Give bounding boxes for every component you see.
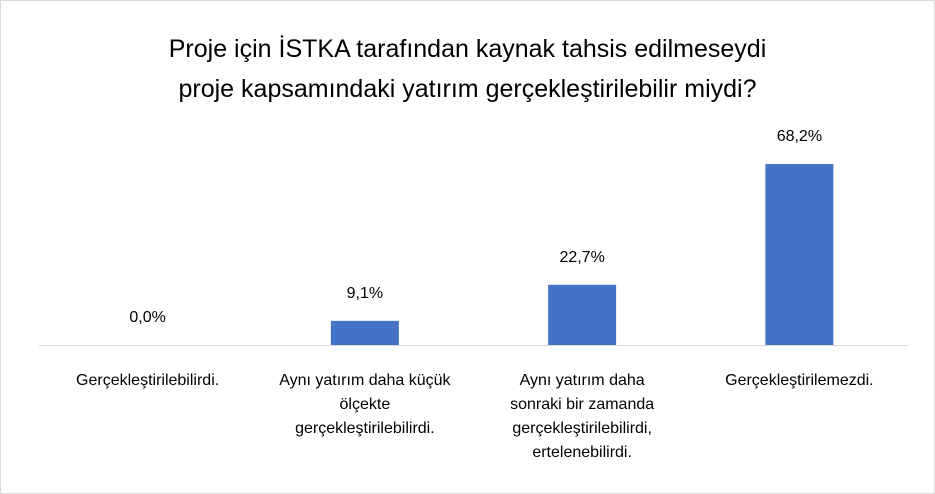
value-label: 9,1% [346, 284, 384, 302]
bar [765, 163, 834, 345]
x-tick-label: Aynı yatırım daha küçük ölçekte gerçekle… [279, 372, 451, 437]
x-tick-label: Gerçekleştirilebilirdi. [76, 372, 220, 389]
x-tick-label: Aynı yatırım daha sonraki bir zamanda ge… [510, 372, 655, 461]
chart-title: Proje için İSTKA tarafından kaynak tahsi… [168, 35, 767, 63]
bar [330, 320, 399, 345]
chart-title: proje kapsamındaki yatırım gerçekleştiri… [178, 75, 757, 103]
value-label: 22,7% [559, 248, 605, 266]
value-label: 0,0% [129, 309, 166, 326]
bar [548, 284, 617, 345]
value-label: 68,2% [776, 127, 823, 145]
x-tick-label: Gerçekleştirilemezdi. [725, 372, 874, 389]
